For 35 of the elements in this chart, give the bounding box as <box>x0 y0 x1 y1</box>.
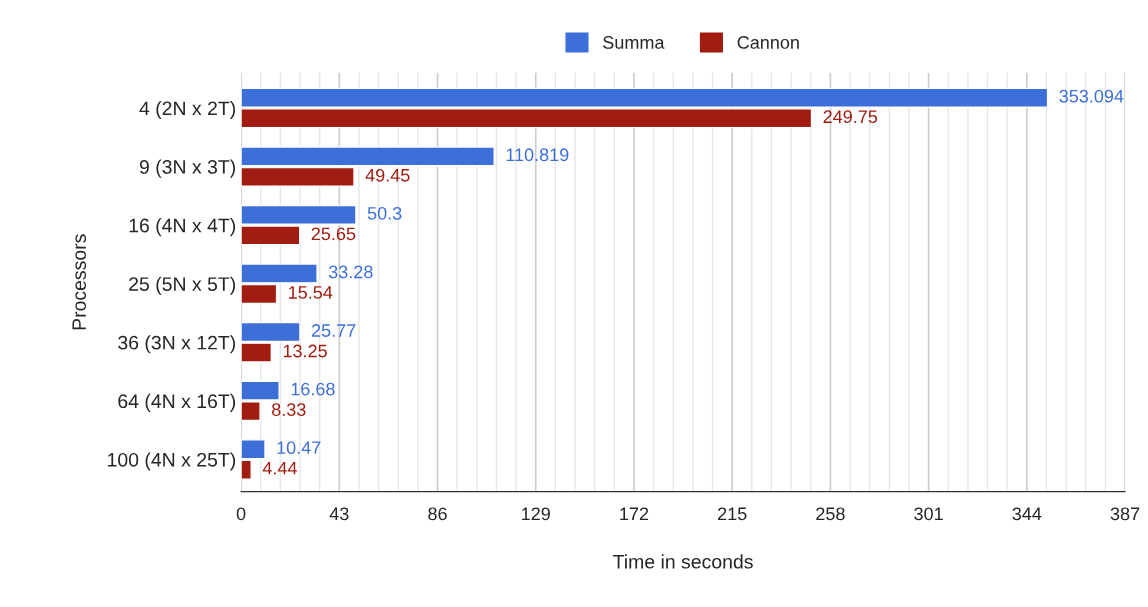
legend-label: Summa <box>603 36 665 49</box>
data-label: 13.25 <box>283 344 327 358</box>
data-label: 25.77 <box>311 324 356 337</box>
x-tick-label: 258 <box>816 507 845 521</box>
x-axis-title: Time in seconds <box>613 554 753 569</box>
data-label: 353.094 <box>1059 89 1124 103</box>
data-label: 50.3 <box>367 206 402 220</box>
x-tick-label: 301 <box>914 507 943 521</box>
x-tick-label: 43 <box>329 507 349 521</box>
x-tick-label: 215 <box>718 507 747 521</box>
y-tick-label: 16 (4N x 4T) <box>129 218 236 237</box>
x-tick-label: 86 <box>428 507 447 521</box>
data-label: 15.54 <box>289 286 333 299</box>
y-axis-title: Processors <box>72 234 87 330</box>
y-tick-label: 64 (4N x 16T) <box>118 393 236 412</box>
y-tick-label: 36 (3N x 12T) <box>118 335 236 354</box>
x-tick-label: 0 <box>236 507 246 521</box>
x-tick-label: 387 <box>1110 507 1140 521</box>
y-tick-label: 100 (4N x 25T) <box>108 452 236 471</box>
data-label: 249.75 <box>823 110 878 124</box>
data-label: 49.45 <box>365 168 410 182</box>
x-tick-label: 172 <box>620 507 649 521</box>
data-label: 33.28 <box>328 265 373 279</box>
data-label: 8.33 <box>272 403 306 416</box>
x-tick-label: 129 <box>522 507 550 521</box>
data-label: 10.47 <box>277 441 321 455</box>
data-label: 25.65 <box>311 227 356 241</box>
legend-label: Cannon <box>737 36 799 49</box>
x-tick-label: 344 <box>1012 507 1042 521</box>
data-label: 4.44 <box>262 461 297 475</box>
data-label: 16.68 <box>291 382 335 396</box>
y-tick-label: 25 (5N x 5T) <box>129 276 236 295</box>
data-label: 110.819 <box>506 148 569 162</box>
y-tick-label: 9 (3N x 3T) <box>139 159 236 178</box>
y-tick-label: 4 (2N x 2T) <box>139 100 236 120</box>
